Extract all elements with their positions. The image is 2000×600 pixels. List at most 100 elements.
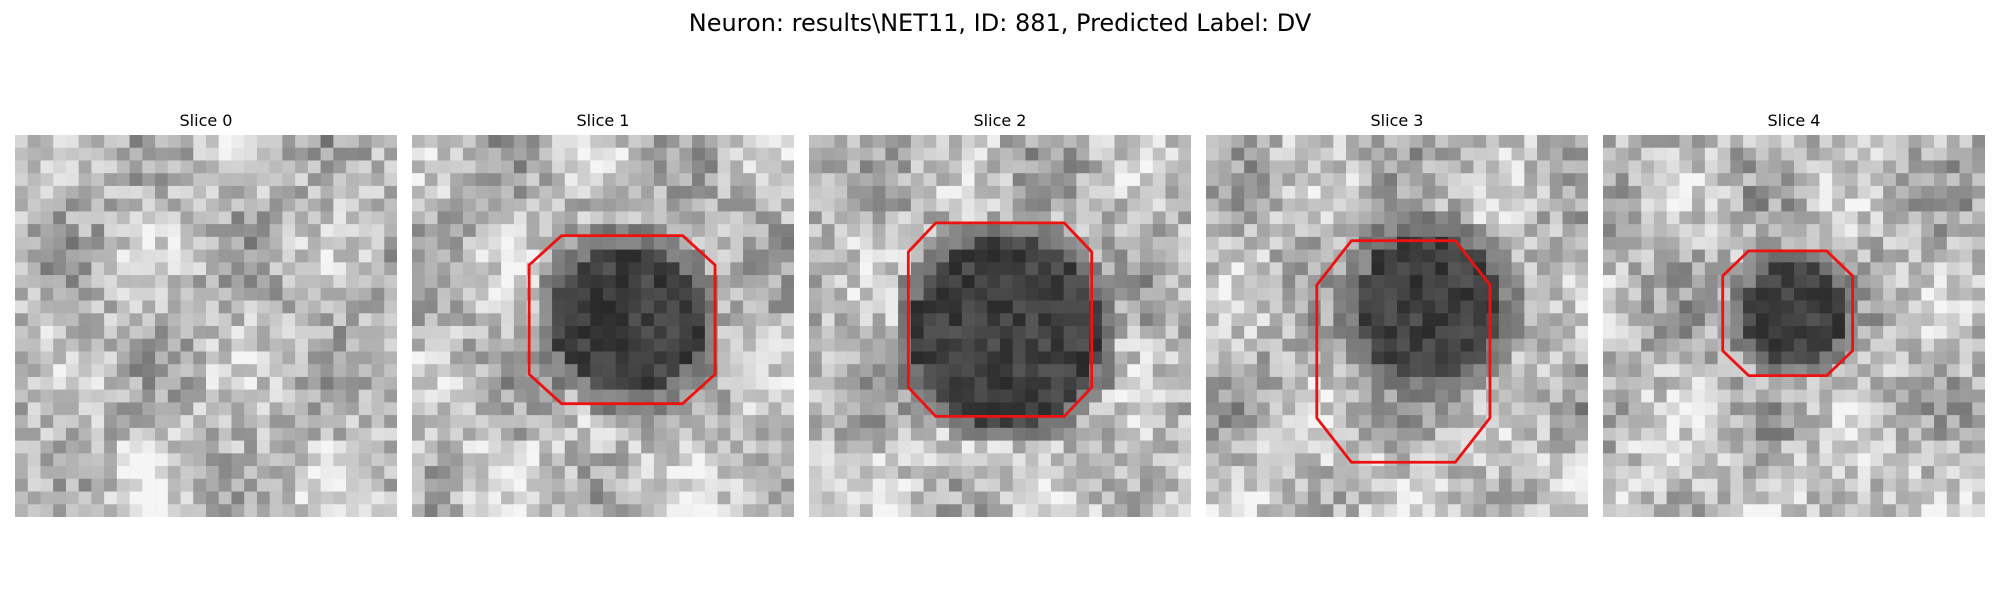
pixel xyxy=(269,236,283,250)
pixel xyxy=(730,275,744,289)
pixel xyxy=(282,147,296,161)
pixel xyxy=(104,249,118,263)
pixel xyxy=(1178,478,1191,492)
pixel xyxy=(1371,147,1385,161)
pixel xyxy=(1012,364,1026,378)
pixel xyxy=(91,389,105,403)
pixel xyxy=(1000,478,1013,492)
pixel xyxy=(193,198,207,212)
pixel xyxy=(1269,326,1283,339)
pixel xyxy=(974,440,988,454)
pixel xyxy=(1140,376,1154,390)
pixel xyxy=(475,262,489,276)
pixel xyxy=(821,262,835,276)
pixel xyxy=(1178,402,1191,416)
pixel xyxy=(1895,135,1909,148)
pixel xyxy=(320,287,334,301)
pixel xyxy=(1972,453,1985,467)
pixel xyxy=(412,453,425,467)
pixel xyxy=(1562,300,1576,314)
pixel xyxy=(1870,504,1884,517)
pixel xyxy=(104,211,118,225)
pixel xyxy=(91,376,105,390)
pixel xyxy=(1832,466,1846,480)
pixel xyxy=(755,198,769,212)
pixel xyxy=(295,466,309,480)
pixel xyxy=(834,224,848,238)
pixel xyxy=(730,376,744,390)
pixel xyxy=(1089,453,1103,467)
pixel xyxy=(180,173,194,187)
pixel xyxy=(155,236,169,250)
pixel xyxy=(371,478,385,492)
pixel xyxy=(1127,504,1141,517)
pixel xyxy=(872,326,886,339)
pixel xyxy=(218,173,232,187)
pixel xyxy=(872,211,886,225)
pixel xyxy=(974,287,988,301)
pixel xyxy=(1076,376,1090,390)
pixel xyxy=(346,427,360,441)
pixel xyxy=(743,300,757,314)
pixel xyxy=(1460,224,1474,238)
pixel xyxy=(1206,491,1219,505)
pixel xyxy=(603,478,616,492)
pixel xyxy=(1140,275,1154,289)
pixel xyxy=(256,147,270,161)
pixel xyxy=(488,478,502,492)
pixel xyxy=(1641,466,1655,480)
pixel xyxy=(104,287,118,301)
pixel xyxy=(244,427,258,441)
pixel xyxy=(167,351,181,365)
pixel xyxy=(384,198,397,212)
pixel xyxy=(1908,236,1922,250)
pixel xyxy=(65,427,79,441)
pixel xyxy=(1498,351,1512,365)
pixel xyxy=(1422,427,1436,441)
pixel xyxy=(1603,326,1616,339)
pixel xyxy=(1908,504,1922,517)
pixel xyxy=(987,211,1001,225)
pixel xyxy=(78,478,92,492)
pixel xyxy=(936,402,950,416)
pixel xyxy=(1320,173,1334,187)
pixel xyxy=(641,313,655,327)
pixel xyxy=(1934,262,1948,276)
pixel xyxy=(1628,504,1642,517)
pixel xyxy=(936,351,950,365)
pixel xyxy=(1256,313,1270,327)
pixel xyxy=(155,313,169,327)
pixel xyxy=(1307,160,1321,174)
pixel xyxy=(1178,440,1191,454)
pixel xyxy=(1628,262,1642,276)
pixel xyxy=(1934,389,1948,403)
pixel xyxy=(1908,287,1922,301)
pixel xyxy=(1934,364,1948,378)
pixel xyxy=(424,415,438,429)
pixel xyxy=(295,440,309,454)
pixel xyxy=(501,491,515,505)
pixel xyxy=(1486,185,1500,199)
pixel xyxy=(1127,236,1141,250)
pixel xyxy=(1269,287,1283,301)
pixel xyxy=(628,249,642,263)
pixel xyxy=(1730,236,1744,250)
pixel xyxy=(692,478,706,492)
pixel xyxy=(539,198,553,212)
pixel xyxy=(615,185,629,199)
pixel xyxy=(679,415,693,429)
pixel xyxy=(218,376,232,390)
pixel xyxy=(244,160,258,174)
pixel xyxy=(1152,275,1166,289)
pixel xyxy=(1346,440,1360,454)
pixel xyxy=(552,491,566,505)
pixel xyxy=(346,491,360,505)
pixel xyxy=(1178,287,1191,301)
pixel xyxy=(1435,147,1449,161)
pixel xyxy=(743,224,757,238)
pixel xyxy=(1101,427,1115,441)
pixel xyxy=(949,211,963,225)
pixel xyxy=(1012,147,1026,161)
pixel xyxy=(346,300,360,314)
pixel xyxy=(65,249,79,263)
